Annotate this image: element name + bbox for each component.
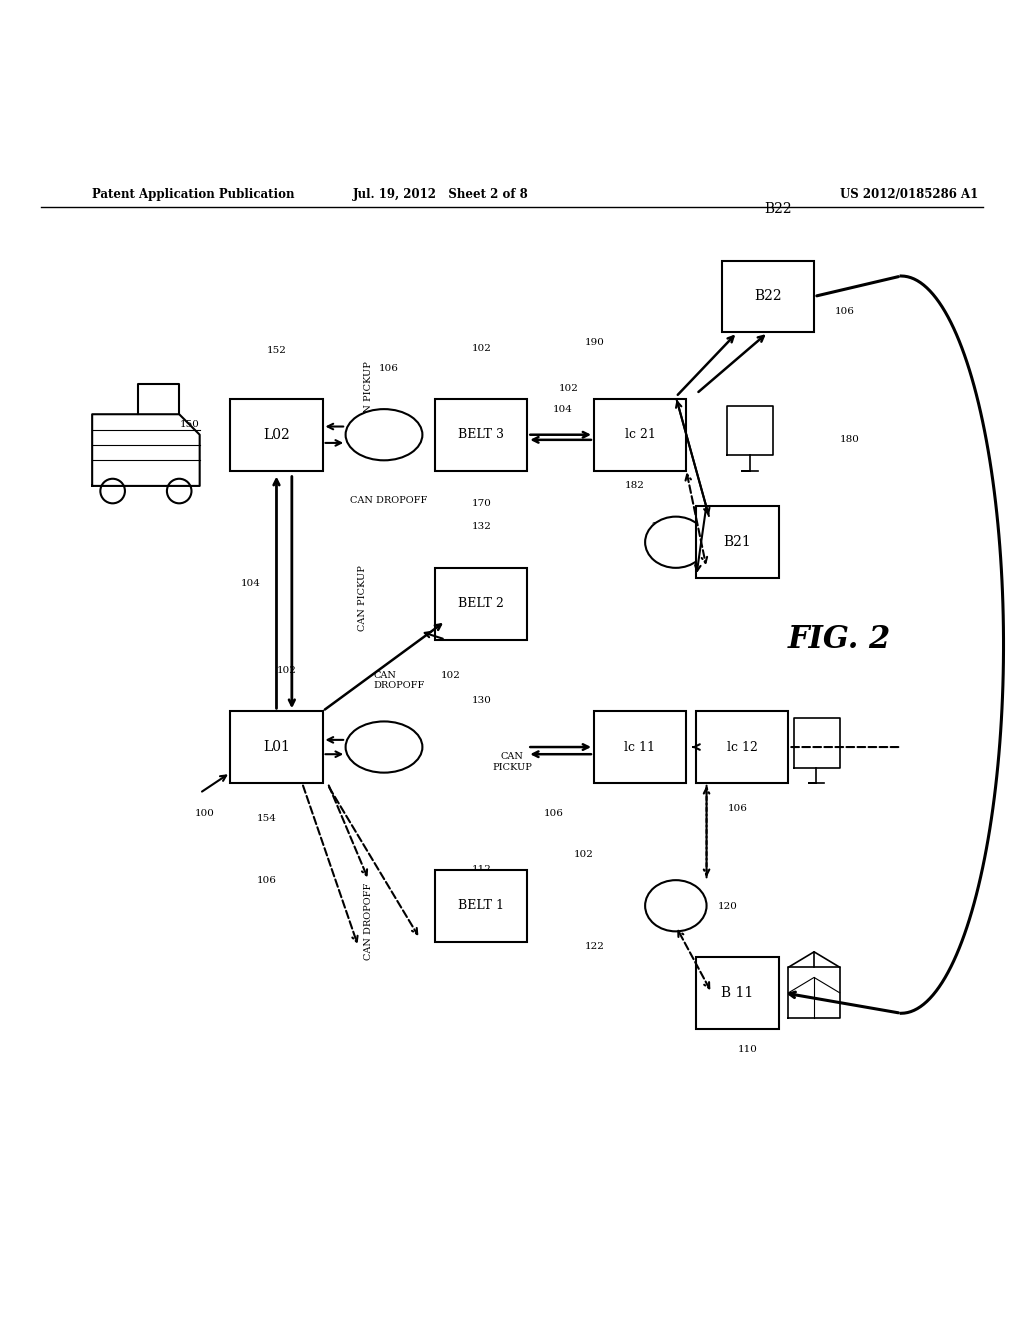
Ellipse shape [645, 516, 707, 568]
FancyBboxPatch shape [696, 711, 788, 783]
Text: 106: 106 [728, 804, 748, 813]
Ellipse shape [346, 722, 422, 772]
Text: 102: 102 [559, 384, 579, 393]
Ellipse shape [346, 409, 422, 461]
Text: CAN
PICKUP: CAN PICKUP [493, 752, 531, 772]
Text: 190: 190 [585, 338, 604, 347]
Text: 130: 130 [472, 697, 492, 705]
Text: 154: 154 [257, 814, 276, 824]
Text: CAN DROPOFF: CAN DROPOFF [364, 883, 373, 960]
Text: Jul. 19, 2012   Sheet 2 of 8: Jul. 19, 2012 Sheet 2 of 8 [352, 187, 528, 201]
Text: 150: 150 [179, 420, 200, 429]
Text: 110: 110 [737, 1044, 758, 1053]
FancyBboxPatch shape [696, 507, 778, 578]
Text: B22: B22 [765, 202, 792, 216]
Text: 106: 106 [257, 875, 276, 884]
Text: B22: B22 [755, 289, 781, 304]
Text: Patent Application Publication: Patent Application Publication [92, 187, 295, 201]
FancyBboxPatch shape [435, 870, 527, 941]
Text: 120: 120 [718, 902, 737, 911]
FancyBboxPatch shape [722, 260, 814, 333]
Text: 182: 182 [626, 482, 645, 491]
FancyBboxPatch shape [230, 399, 323, 470]
Text: BELT 3: BELT 3 [459, 428, 504, 441]
Text: CAN DROPOFF: CAN DROPOFF [350, 496, 428, 506]
Text: US 2012/0185286 A1: US 2012/0185286 A1 [840, 187, 978, 201]
FancyBboxPatch shape [435, 568, 527, 639]
Text: 102: 102 [574, 850, 594, 859]
FancyBboxPatch shape [230, 711, 323, 783]
Text: BELT 2: BELT 2 [459, 597, 504, 610]
Text: B 11: B 11 [721, 986, 754, 999]
Text: lc 11: lc 11 [625, 741, 655, 754]
Text: BELT 1: BELT 1 [459, 899, 504, 912]
Text: 180: 180 [840, 436, 859, 445]
Text: 122: 122 [585, 942, 604, 952]
Text: 106: 106 [651, 523, 671, 532]
Text: 102: 102 [276, 665, 296, 675]
Text: L02: L02 [263, 428, 290, 442]
Text: 106: 106 [544, 809, 563, 818]
Text: 102: 102 [440, 671, 460, 680]
Text: CAN
DROPOFF: CAN DROPOFF [374, 671, 425, 690]
Text: lc 21: lc 21 [625, 428, 655, 441]
Text: lc 12: lc 12 [727, 741, 758, 754]
Text: 102: 102 [471, 343, 492, 352]
FancyBboxPatch shape [594, 399, 686, 470]
Text: CAN PICKUP: CAN PICKUP [358, 566, 368, 631]
Text: 170: 170 [471, 499, 492, 508]
Text: FIG. 2: FIG. 2 [788, 624, 891, 655]
FancyBboxPatch shape [594, 711, 686, 783]
Text: 106: 106 [379, 363, 398, 372]
Text: 104: 104 [242, 578, 261, 587]
Text: 112: 112 [472, 866, 492, 874]
FancyBboxPatch shape [696, 957, 778, 1028]
Text: 104: 104 [553, 405, 572, 413]
Ellipse shape [645, 880, 707, 932]
Text: 152: 152 [266, 346, 287, 355]
FancyBboxPatch shape [435, 399, 527, 470]
Text: 106: 106 [835, 308, 854, 317]
Text: 100: 100 [195, 809, 215, 818]
Text: B21: B21 [723, 535, 752, 549]
Text: 132: 132 [472, 523, 492, 532]
Text: L01: L01 [263, 741, 290, 754]
Text: CAN PICKUP: CAN PICKUP [364, 360, 373, 426]
